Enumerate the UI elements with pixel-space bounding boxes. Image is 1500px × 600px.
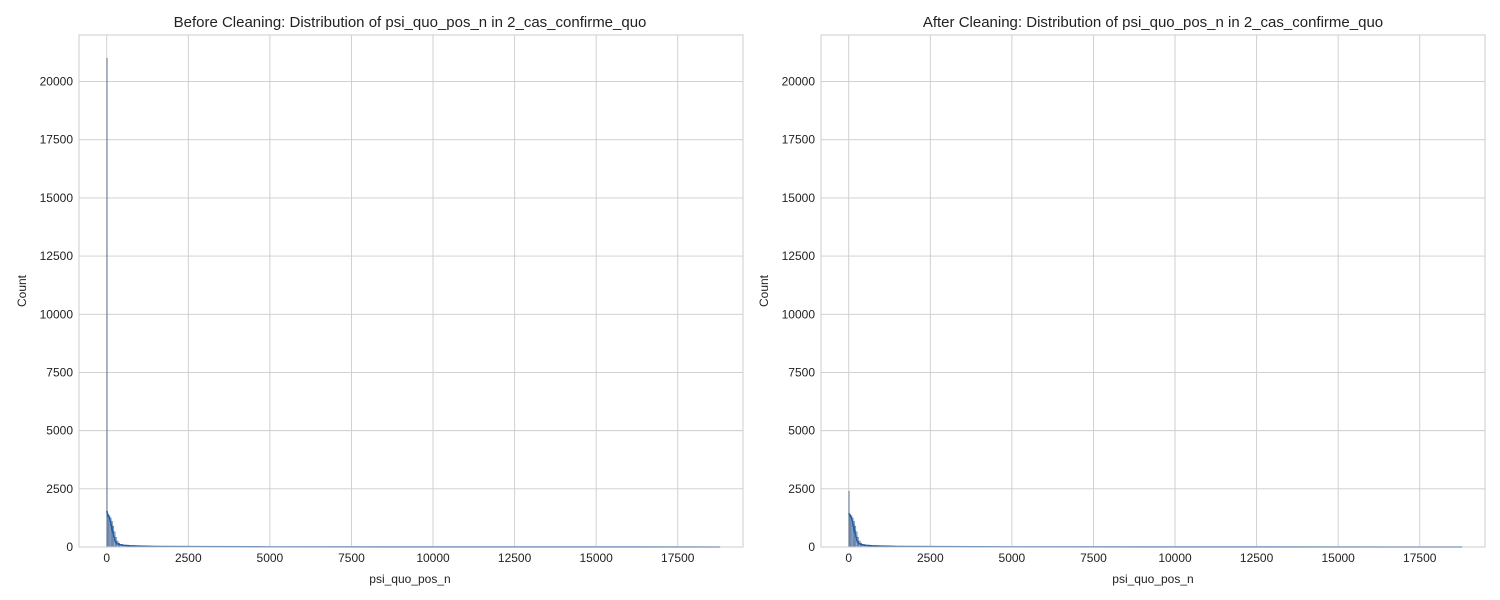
y-tick-label: 5000 bbox=[46, 424, 73, 438]
y-tick-label: 0 bbox=[808, 540, 815, 554]
x-tick-label: 17500 bbox=[661, 551, 695, 565]
x-tick-label: 12500 bbox=[498, 551, 532, 565]
y-tick-label: 20000 bbox=[782, 75, 816, 89]
x-tick-label: 10000 bbox=[1158, 551, 1192, 565]
tick-labels: 0 2500 5000 7500 10000 12500 15000 17500 0 2500 50… bbox=[782, 75, 1437, 565]
x-tick-label: 7500 bbox=[1080, 551, 1107, 565]
x-axis-label: psi_quo_pos_n bbox=[1112, 572, 1193, 586]
y-axis-label: Count bbox=[757, 274, 771, 307]
x-tick-label: 2500 bbox=[175, 551, 202, 565]
x-tick-label: 5000 bbox=[257, 551, 284, 565]
y-tick-label: 2500 bbox=[46, 482, 73, 496]
y-tick-label: 7500 bbox=[788, 365, 815, 379]
chart-title: Before Cleaning: Distribution of psi_quo… bbox=[174, 14, 647, 31]
x-tick-label: 7500 bbox=[338, 551, 365, 565]
x-axis-label: psi_quo_pos_n bbox=[369, 572, 450, 586]
y-tick-label: 7500 bbox=[46, 365, 73, 379]
x-tick-label: 0 bbox=[103, 551, 110, 565]
y-tick-label: 17500 bbox=[782, 133, 816, 147]
y-tick-label: 10000 bbox=[782, 307, 816, 321]
y-tick-label: 12500 bbox=[40, 249, 74, 263]
chart-before-cleaning: Before Cleaning: Distribution of psi_quo… bbox=[15, 14, 744, 586]
x-tick-label: 5000 bbox=[999, 551, 1026, 565]
x-tick-label: 10000 bbox=[416, 551, 450, 565]
y-tick-label: 2500 bbox=[788, 482, 815, 496]
histogram-bars bbox=[106, 58, 721, 548]
y-tick-label: 20000 bbox=[40, 75, 74, 89]
x-tick-label: 17500 bbox=[1403, 551, 1437, 565]
y-tick-label: 12500 bbox=[782, 249, 816, 263]
gridlines bbox=[79, 35, 743, 548]
kde-line bbox=[848, 512, 1463, 548]
y-tick-label: 17500 bbox=[40, 133, 74, 147]
histogram-bars bbox=[848, 490, 1463, 548]
x-tick-label: 15000 bbox=[1321, 551, 1355, 565]
kde-line bbox=[105, 510, 721, 548]
tick-labels: 0 2500 5000 7500 10000 12500 15000 17500 0 2500 50… bbox=[40, 75, 695, 565]
x-tick-label: 0 bbox=[845, 551, 852, 565]
histogram-bar bbox=[106, 58, 108, 548]
y-tick-label: 15000 bbox=[40, 191, 74, 205]
y-axis-label: Count bbox=[15, 274, 29, 307]
histogram-bar bbox=[849, 514, 851, 548]
x-tick-label: 12500 bbox=[1240, 551, 1274, 565]
axes-frame bbox=[820, 34, 1486, 548]
x-tick-label: 15000 bbox=[579, 551, 613, 565]
axes-frame bbox=[78, 34, 744, 548]
chart-title: After Cleaning: Distribution of psi_quo_… bbox=[923, 14, 1383, 31]
y-tick-label: 0 bbox=[66, 540, 73, 554]
x-tick-label: 2500 bbox=[917, 551, 944, 565]
y-tick-label: 15000 bbox=[782, 191, 816, 205]
gridlines bbox=[821, 35, 1485, 548]
y-tick-label: 10000 bbox=[40, 307, 74, 321]
y-tick-label: 5000 bbox=[788, 424, 815, 438]
histogram-bar bbox=[107, 514, 109, 548]
chart-after-cleaning: After Cleaning: Distribution of psi_quo_… bbox=[757, 14, 1486, 586]
